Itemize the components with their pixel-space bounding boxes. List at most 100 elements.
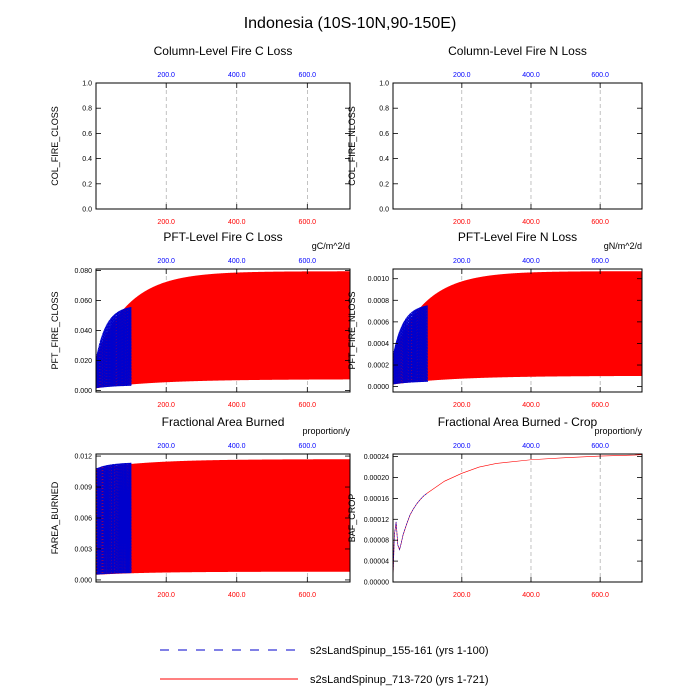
y-tick-label: 0.009 [74, 485, 92, 492]
x-bottom-tick-label: 600.0 [591, 402, 609, 409]
panels-group: 0.0 0.2 0.4 0.6 0.8 1.0 200.0 400.0 600.0 200.0 40… [50, 44, 643, 599]
x-top-tick-label: 200.0 [453, 72, 471, 79]
x-top-tick-label: 600.0 [591, 258, 609, 265]
y-tick-label: 0.080 [74, 268, 92, 275]
x-bottom-tick-label: 600.0 [591, 219, 609, 226]
figure-title: Indonesia (10S-10N,90-150E) [244, 15, 457, 32]
panel-farea_burned: 0.000 0.003 0.006 0.009 0.012 200.0 400.0 600.0… [50, 415, 351, 599]
y-tick-label: 0.8 [82, 106, 92, 113]
series-line-case2 [393, 454, 642, 580]
series-line-case2 [96, 459, 350, 575]
y-tick-label: 0.0 [82, 207, 92, 214]
y-tick-label: 0.6 [82, 131, 92, 138]
x-bottom-tick-label: 400.0 [228, 402, 246, 409]
x-bottom-tick-label: 600.0 [591, 592, 609, 599]
legend-label-case2: s2sLandSpinup_713-720 (yrs 1-721) [310, 674, 489, 686]
x-bottom-tick-label: 200.0 [453, 402, 471, 409]
panel-units: proportion/y [302, 426, 350, 436]
series-line-case2 [393, 271, 642, 385]
y-tick-label: 0.00016 [364, 496, 389, 503]
y-tick-label: 0.2 [379, 181, 389, 188]
y-tick-label: 0.040 [74, 328, 92, 335]
y-tick-label: 0.00008 [364, 538, 389, 545]
y-tick-label: 0.000 [74, 388, 92, 395]
x-bottom-tick-label: 600.0 [299, 219, 317, 226]
x-top-tick-label: 600.0 [299, 72, 317, 79]
x-top-tick-label: 600.0 [591, 72, 609, 79]
x-top-tick-label: 200.0 [157, 72, 175, 79]
x-bottom-tick-label: 200.0 [453, 592, 471, 599]
panel-baf_crop: 0.00000 0.00004 0.00008 0.00012 0.00016 0.000… [347, 415, 643, 599]
y-axis-label: COL_FIRE_NLOSS [347, 106, 357, 186]
legend-label-case1: s2sLandSpinup_155-161 (yrs 1-100) [310, 645, 489, 657]
x-top-tick-label: 400.0 [522, 443, 540, 450]
x-top-tick-label: 600.0 [299, 258, 317, 265]
x-bottom-tick-label: 200.0 [157, 402, 175, 409]
panel-units: gN/m^2/d [604, 241, 642, 251]
y-tick-label: 0.060 [74, 298, 92, 305]
x-top-tick-label: 200.0 [453, 258, 471, 265]
x-bottom-tick-label: 400.0 [228, 219, 246, 226]
series-line-case1 [393, 305, 428, 385]
y-axis-label: COL_FIRE_CLOSS [50, 106, 60, 186]
x-top-tick-label: 200.0 [157, 443, 175, 450]
y-tick-label: 0.00000 [364, 580, 389, 587]
series-line-case1 [393, 492, 428, 580]
y-tick-label: 0.00020 [364, 475, 389, 482]
panel-title: Fractional Area Burned - Crop [438, 415, 598, 429]
y-tick-label: 0.00012 [364, 517, 389, 524]
y-tick-label: 0.4 [82, 156, 92, 163]
y-tick-label: 0.0008 [368, 298, 390, 305]
x-top-tick-label: 200.0 [157, 258, 175, 265]
x-top-tick-label: 400.0 [228, 258, 246, 265]
panel-title: PFT-Level Fire N Loss [458, 230, 577, 244]
x-bottom-tick-label: 200.0 [157, 219, 175, 226]
x-bottom-tick-label: 200.0 [157, 592, 175, 599]
y-tick-label: 1.0 [379, 81, 389, 88]
x-bottom-tick-label: 400.0 [522, 219, 540, 226]
panel-units: gC/m^2/d [312, 241, 350, 251]
x-bottom-tick-label: 400.0 [522, 592, 540, 599]
panel-col_fire_closs: 0.0 0.2 0.4 0.6 0.8 1.0 200.0 400.0 600.0 200.0 40… [50, 44, 351, 226]
x-top-tick-label: 400.0 [228, 443, 246, 450]
y-axis-label: PFT_FIRE_CLOSS [50, 291, 60, 369]
series-line-case1 [96, 306, 132, 389]
panel-title: Column-Level Fire N Loss [448, 44, 587, 58]
series-line-case1 [96, 462, 132, 575]
y-tick-label: 0.00024 [364, 454, 389, 461]
y-tick-label: 0.2 [82, 181, 92, 188]
plot-frame [95, 82, 351, 210]
x-top-tick-label: 600.0 [591, 443, 609, 450]
x-bottom-tick-label: 400.0 [522, 402, 540, 409]
panel-title: Fractional Area Burned [162, 415, 285, 429]
plot-area [393, 271, 642, 385]
y-tick-label: 0.00004 [364, 559, 389, 566]
panel-units: proportion/y [594, 426, 642, 436]
x-bottom-tick-label: 400.0 [228, 592, 246, 599]
panel-title: Column-Level Fire C Loss [154, 44, 293, 58]
series-line-case2 [96, 271, 350, 389]
y-tick-label: 0.4 [379, 156, 389, 163]
y-tick-label: 0.0002 [368, 363, 390, 370]
y-axis-label: BAF_CROP [347, 494, 357, 543]
y-tick-label: 0.0004 [368, 341, 390, 348]
panel-pft_fire_nloss: 0.0000 0.0002 0.0004 0.0006 0.0008 0.0010 200.… [347, 230, 643, 409]
plot-area [96, 459, 350, 575]
panel-pft_fire_closs: 0.000 0.020 0.040 0.060 0.080 200.0 400.0 600.0… [50, 230, 351, 409]
plot-frame [392, 453, 643, 583]
y-tick-label: 0.0 [379, 207, 389, 214]
x-bottom-tick-label: 600.0 [299, 592, 317, 599]
plot-frame [392, 268, 643, 393]
panel-title: PFT-Level Fire C Loss [163, 230, 282, 244]
x-top-tick-label: 400.0 [228, 72, 246, 79]
x-bottom-tick-label: 600.0 [299, 402, 317, 409]
y-tick-label: 1.0 [82, 81, 92, 88]
y-tick-label: 0.6 [379, 131, 389, 138]
plot-area [96, 271, 350, 389]
y-tick-label: 0.0000 [368, 384, 390, 391]
y-tick-label: 0.020 [74, 358, 92, 365]
y-tick-label: 0.0010 [368, 276, 390, 283]
y-tick-label: 0.003 [74, 546, 92, 553]
x-top-tick-label: 600.0 [299, 443, 317, 450]
